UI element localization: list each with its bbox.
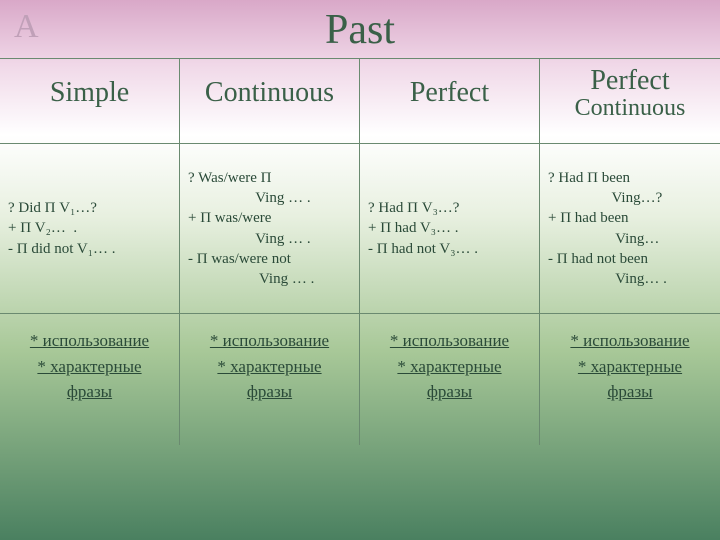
header-text: Continuous: [188, 65, 351, 137]
col-header-perfect: Perfect: [360, 59, 540, 144]
header-text: Perfect: [548, 65, 712, 97]
links-perfect[interactable]: * использование * характерные фразы: [360, 314, 540, 445]
link-phrases-cont[interactable]: фразы: [364, 379, 535, 405]
rule-line: Ving … .: [188, 188, 351, 208]
rule-positive: + П had V₃… .: [368, 218, 531, 238]
rule-positive: + П V₂… .: [8, 218, 171, 238]
rule-question: ? Did П V₁…?: [8, 198, 171, 218]
links-perfect-continuous[interactable]: * использование * характерные фразы: [540, 314, 720, 445]
links-continuous[interactable]: * использование * характерные фразы: [180, 314, 360, 445]
link-phrases-cont[interactable]: фразы: [184, 379, 355, 405]
link-phrases[interactable]: * характерные: [4, 354, 175, 380]
rule-line: Ving … .: [188, 269, 351, 289]
col-header-continuous: Continuous: [180, 59, 360, 144]
header-text: Perfect: [368, 65, 531, 137]
rule-line: - П was/were not: [188, 249, 351, 269]
link-phrases-cont[interactable]: фразы: [4, 379, 175, 405]
rules-simple: ? Did П V₁…? + П V₂… . - П did not V₁… .: [0, 144, 180, 314]
header-subtext: Continuous: [548, 95, 712, 122]
link-phrases-cont[interactable]: фразы: [544, 379, 716, 405]
rule-line: ? Had П been: [548, 168, 712, 188]
rule-line: - П had not been: [548, 249, 712, 269]
link-phrases[interactable]: * характерные: [364, 354, 535, 380]
link-phrases[interactable]: * характерные: [184, 354, 355, 380]
link-usage[interactable]: * использование: [364, 328, 535, 354]
rule-line: + П was/were: [188, 208, 351, 228]
rule-line: Ving…?: [548, 188, 712, 208]
link-usage[interactable]: * использование: [544, 328, 716, 354]
links-simple[interactable]: * использование * характерные фразы: [0, 314, 180, 445]
rule-line: Ving … .: [188, 229, 351, 249]
rule-negative: - П did not V₁… .: [8, 239, 171, 259]
col-header-simple: Simple: [0, 59, 180, 144]
rules-perfect-continuous: ? Had П been Ving…? + П had been Ving… -…: [540, 144, 720, 314]
link-usage[interactable]: * использование: [184, 328, 355, 354]
rule-line: + П had been: [548, 208, 712, 228]
rules-perfect: ? Had П V₃…? + П had V₃… . - П had not V…: [360, 144, 540, 314]
rule-negative: - П had not V₃… .: [368, 239, 531, 259]
rule-line: Ving… .: [548, 269, 712, 289]
tenses-table: Simple Continuous Perfect Perfect Contin…: [0, 58, 720, 445]
rules-continuous: ? Was/were П Ving … . + П was/were Ving …: [180, 144, 360, 314]
corner-letter: A: [14, 8, 39, 46]
col-header-perfect-continuous: Perfect Continuous: [540, 59, 720, 144]
header-text: Simple: [8, 65, 171, 137]
rule-question: ? Had П V₃…?: [368, 198, 531, 218]
rule-line: Ving…: [548, 229, 712, 249]
rule-line: ? Was/were П: [188, 168, 351, 188]
link-usage[interactable]: * использование: [4, 328, 175, 354]
link-phrases[interactable]: * характерные: [544, 354, 716, 380]
page-title: Past: [0, 0, 720, 58]
